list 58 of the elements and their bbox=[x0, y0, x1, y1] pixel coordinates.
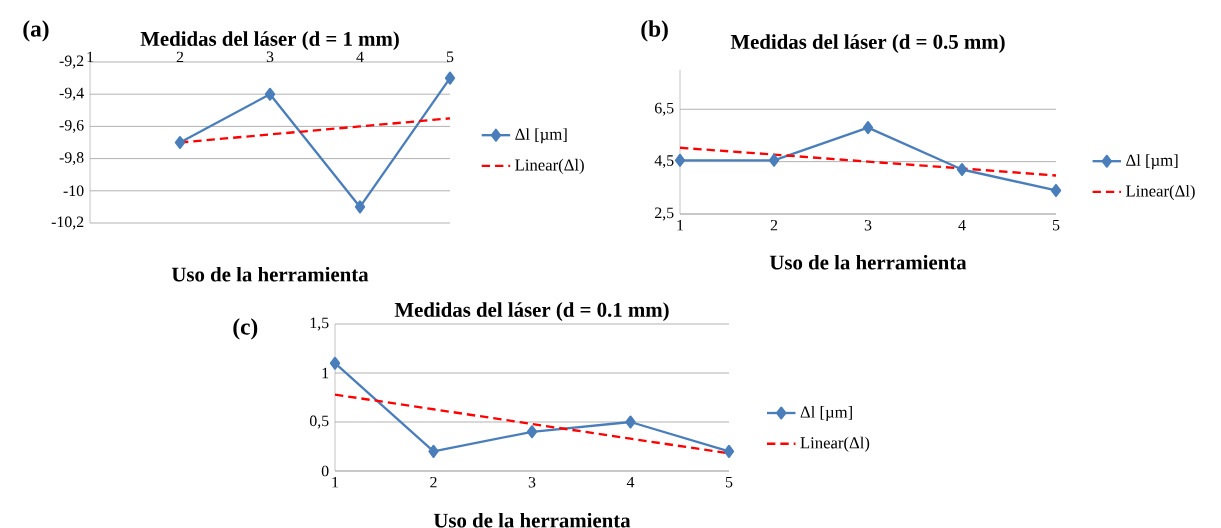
legend-label: Linear(Δl) bbox=[515, 158, 584, 174]
legend-label: Linear(Δl) bbox=[1126, 184, 1195, 201]
x-tick-label: 3 bbox=[266, 51, 274, 63]
point bbox=[354, 200, 366, 214]
x-tick-label: 4 bbox=[356, 51, 364, 63]
x-axis-title: Uso de la herramienta bbox=[769, 254, 967, 270]
x-tick-label: 3 bbox=[864, 219, 872, 231]
y-tick-label: 6,5 bbox=[655, 102, 674, 116]
x-tick-label: 3 bbox=[528, 476, 536, 488]
chart-title: Medidas del láser (d = 0.1 mm) bbox=[394, 302, 669, 322]
x-axis-title: Uso de la herramienta bbox=[171, 266, 369, 282]
y-tick-label: 1 bbox=[322, 367, 329, 379]
x-tick-label: 5 bbox=[446, 51, 454, 63]
text: (b) bbox=[641, 20, 668, 42]
y-tick-label: 0 bbox=[321, 465, 329, 477]
text: (c) bbox=[233, 318, 258, 340]
point bbox=[862, 121, 874, 135]
y-tick-label: 1,5 bbox=[310, 317, 329, 331]
point bbox=[723, 444, 735, 458]
legend-label: Δl [µm] bbox=[515, 128, 567, 144]
x-tick-label: 2 bbox=[430, 476, 437, 488]
chart-title: Medidas del láser (d = 0.5 mm) bbox=[730, 34, 1005, 54]
x-tick-label: 4 bbox=[958, 219, 966, 231]
chart-title: Medidas del láser (d = 1 mm) bbox=[140, 31, 399, 51]
point bbox=[428, 444, 439, 458]
point bbox=[674, 153, 686, 167]
x-tick-label: 1 bbox=[332, 476, 339, 488]
line-series bbox=[678, 146, 1058, 177]
legend-label: Linear(Δl) bbox=[800, 436, 870, 452]
point bbox=[526, 425, 538, 439]
point bbox=[174, 135, 186, 150]
y-tick-label: -9,6 bbox=[59, 119, 84, 133]
text: (a) bbox=[23, 20, 49, 42]
x-tick-label: 2 bbox=[770, 219, 778, 231]
y-tick-label: -10 bbox=[63, 185, 84, 197]
x-axis-title: Uso de la herramienta bbox=[433, 512, 631, 528]
point bbox=[329, 356, 341, 370]
x-tick-label: 5 bbox=[1052, 219, 1060, 231]
x-tick-label: 2 bbox=[176, 51, 184, 63]
y-tick-label: -10,2 bbox=[51, 216, 84, 230]
y-tick-label: -9,4 bbox=[59, 87, 84, 101]
y-tick-label: 2,5 bbox=[655, 207, 674, 221]
x-tick-label: 1 bbox=[87, 51, 94, 63]
point bbox=[956, 162, 968, 176]
legend-label: Δl [µm] bbox=[1126, 154, 1178, 170]
y-tick-label: -9,8 bbox=[59, 152, 84, 166]
y-tick-label: -9,2 bbox=[59, 55, 84, 69]
x-tick-label: 5 bbox=[725, 476, 733, 488]
point bbox=[444, 71, 456, 85]
point bbox=[264, 87, 276, 101]
y-tick-label: 0,5 bbox=[309, 415, 329, 429]
x-tick-label: 4 bbox=[626, 476, 635, 488]
legend-label: Δl [µm] bbox=[800, 405, 852, 422]
x-tick-label: 1 bbox=[677, 219, 684, 231]
point bbox=[1050, 183, 1062, 197]
point bbox=[768, 153, 780, 167]
y-tick-label: 4,5 bbox=[654, 155, 674, 169]
point bbox=[625, 415, 636, 429]
